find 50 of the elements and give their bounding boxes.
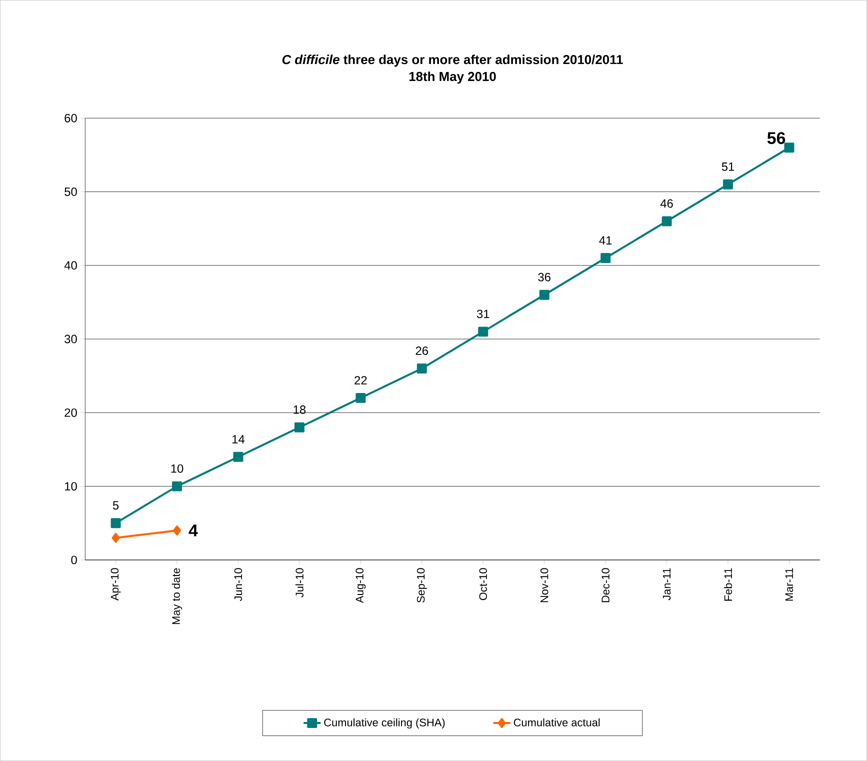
data-label: 46 [660,199,673,208]
data-label: 41 [599,236,612,245]
data-label: 5 [112,501,119,510]
x-tick-label: Mar-11 [785,568,794,601]
data-label: 4 [188,524,198,536]
y-tick-label: 50 [64,188,77,196]
x-tick-label: Jun-10 [234,568,242,602]
x-tick-label: Sep-10 [416,568,427,603]
x-tick-label: Jul-10 [295,568,304,598]
chart-subtitle: 18th May 2010 [409,72,496,84]
data-label: 14 [232,435,245,444]
x-tick-label: Oct-10 [479,568,487,600]
legend-label: Cumulative ceiling (SHA) [324,718,445,729]
point [784,142,794,153]
point [416,363,427,374]
data-label: 56 [767,132,786,144]
y-tick-label: 10 [65,482,77,491]
point [356,392,366,403]
point [723,179,733,190]
x-tick-label: Apr-10 [110,568,121,601]
data-label: 26 [416,346,428,355]
x-tick-label: Feb-11 [724,568,732,601]
x-tick-label: Dec-10 [602,568,610,602]
point [478,326,488,337]
legend-label: Cumulative actual [514,718,600,726]
point [662,216,672,226]
point [112,532,120,543]
data-label: 22 [354,376,367,384]
x-tick-label: May to date [172,568,182,624]
x-tick-label: Jan-11 [662,568,671,600]
y-tick-label: 60 [64,114,77,122]
point [539,290,550,300]
point [172,481,182,492]
y-tick-label: 40 [64,261,77,270]
point [173,525,181,536]
point [110,518,121,528]
data-label: 18 [294,405,306,414]
y-tick-label: 0 [71,556,77,564]
data-label: 31 [476,310,490,318]
data-label: 51 [722,162,734,171]
point [233,452,244,462]
point [294,422,304,432]
point [600,253,611,263]
x-tick-label: Aug-10 [356,568,366,603]
y-tick-label: 20 [64,408,77,417]
data-label: 10 [171,464,184,473]
chart-title: C difficile three days or more after admission 2010/2011 [282,54,623,67]
x-tick-label: Nov-10 [540,568,548,602]
y-tick-label: 30 [64,334,77,344]
data-label: 36 [538,272,550,282]
